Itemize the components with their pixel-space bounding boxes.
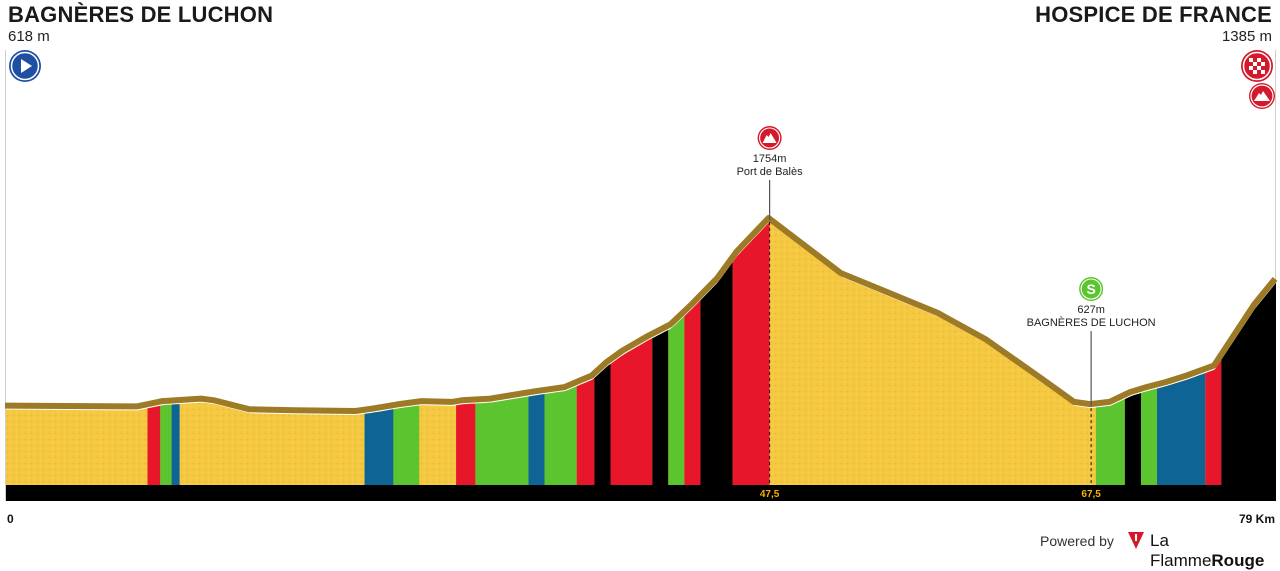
finish-checkered-icon (1241, 50, 1273, 82)
gradient-band-red (456, 403, 476, 485)
gradient-band-red (732, 222, 770, 485)
gradient-band-blue (171, 404, 180, 485)
gradient-band-green (544, 386, 577, 485)
start-location-name: BAGNÈRES DE LUCHON (8, 2, 274, 27)
mountain-summit-icon (1249, 83, 1275, 109)
distance-bar (6, 485, 1276, 501)
sprint-s-icon: S (1079, 277, 1104, 301)
gradient-band-green (475, 396, 529, 485)
chart-frame (5, 50, 1276, 501)
gradient-band-green (668, 316, 685, 485)
start-altitude: 618 m (8, 28, 50, 45)
sprint-s-icon-ring (1080, 278, 1102, 300)
annotation-altitude: 1754m (753, 153, 787, 165)
sprint-s-icon-bg (1079, 277, 1104, 301)
gradient-band-green (1095, 399, 1125, 485)
gradient-band-blue (528, 394, 545, 485)
x-axis-end-label: 79 Km (1238, 512, 1275, 526)
gradient-band-red (610, 338, 653, 485)
mountain-summit-icon (757, 126, 782, 150)
km-marker-label: 47,5 (760, 489, 780, 500)
annotation-place-name: BAGNÈRES DE LUCHON (1027, 316, 1156, 329)
sprint-s-icon-letter: S (1086, 281, 1095, 297)
gradient-band-blue (364, 409, 394, 485)
gradient-band-red (1205, 359, 1222, 485)
gradient-band-black (700, 262, 733, 485)
gradient-band-green (393, 405, 420, 485)
gradient-band-black (652, 330, 669, 485)
brand-name: La FlammeRouge (1150, 531, 1280, 571)
powered-by-label: Powered by (1040, 533, 1114, 549)
gradient-band-green (1141, 388, 1157, 485)
start-play-icon (9, 50, 41, 82)
gradient-band-red (576, 378, 595, 485)
mountain-summit-icon-glyph (762, 133, 777, 143)
finish-location-name: HOSPICE DE FRANCE (1035, 2, 1272, 27)
km-marker-label: 67,5 (1081, 489, 1101, 500)
gradient-band-black (594, 364, 611, 485)
gradient-band-black (1124, 393, 1141, 485)
gradient-band-black (1221, 282, 1276, 485)
x-axis-start-label: 0 (7, 512, 14, 526)
flamme-rouge-logo-icon (1128, 532, 1144, 549)
gradient-band-green (160, 404, 172, 485)
gradient-band-red (684, 300, 701, 485)
gradient-band-red (147, 405, 161, 485)
profile-crest (4, 215, 1278, 414)
mountain-summit-icon-ring (759, 127, 781, 149)
annotation-altitude: 627m (1077, 304, 1105, 316)
gradient-band-blue (1157, 373, 1206, 485)
brand-name-bold: Rouge (1211, 551, 1265, 570)
finish-altitude: 1385 m (1221, 28, 1272, 45)
annotation-place-name: Port de Balès (737, 166, 804, 178)
